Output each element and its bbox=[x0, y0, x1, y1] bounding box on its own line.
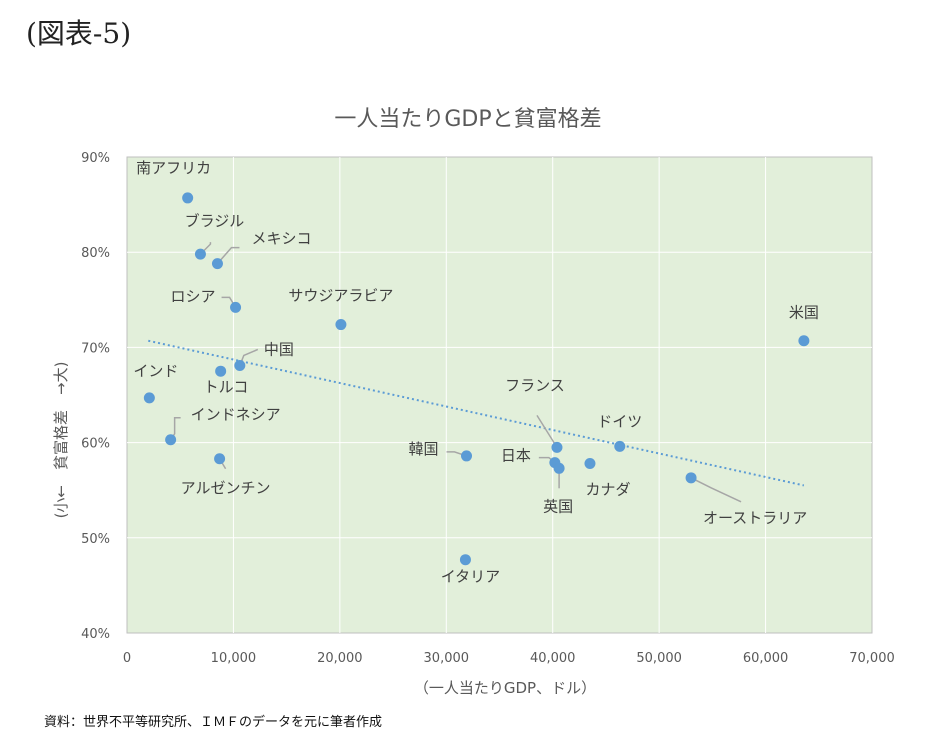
data-point bbox=[614, 440, 626, 452]
data-point bbox=[685, 472, 697, 484]
data-point bbox=[335, 319, 347, 331]
chart-title: 一人当たりGDPと貧富格差 bbox=[334, 107, 601, 132]
x-tick-label: 30,000 bbox=[424, 651, 470, 666]
y-tick-label: 80% bbox=[81, 246, 110, 261]
leader-line bbox=[216, 246, 240, 265]
data-label: 南アフリカ bbox=[136, 159, 211, 177]
data-point bbox=[143, 392, 155, 404]
data-label: カナダ bbox=[585, 481, 630, 499]
data-label: 日本 bbox=[501, 447, 531, 465]
data-label: 韓国 bbox=[408, 440, 438, 458]
y-tick-label: 70% bbox=[81, 341, 110, 356]
leader-line bbox=[690, 477, 742, 503]
data-label: サウジアラビア bbox=[288, 287, 393, 305]
x-tick-label: 50,000 bbox=[636, 651, 682, 666]
data-label: ブラジル bbox=[185, 212, 245, 230]
x-tick-label: 60,000 bbox=[743, 651, 789, 666]
data-point bbox=[234, 359, 246, 371]
data-point bbox=[553, 462, 565, 474]
x-tick-label: 10,000 bbox=[211, 651, 257, 666]
data-point bbox=[230, 301, 242, 313]
data-point bbox=[461, 450, 473, 462]
x-axis-label: （一人当たりGDP、ドル） bbox=[414, 679, 596, 697]
data-label: トルコ bbox=[204, 378, 249, 396]
data-label: フランス bbox=[505, 376, 565, 394]
data-point bbox=[798, 335, 810, 347]
data-label: インドネシア bbox=[191, 406, 281, 424]
y-tick-label: 50% bbox=[81, 532, 110, 547]
data-label: インド bbox=[133, 362, 178, 380]
data-label: ドイツ bbox=[597, 412, 642, 430]
x-tick-label: 40,000 bbox=[530, 651, 576, 666]
data-point bbox=[182, 192, 194, 204]
data-label: ロシア bbox=[171, 287, 216, 305]
trendline bbox=[148, 339, 805, 487]
y-tick-label: 40% bbox=[81, 627, 110, 642]
leader-line bbox=[536, 414, 558, 448]
data-label: 中国 bbox=[264, 340, 294, 358]
data-label: オーストラリア bbox=[703, 509, 807, 527]
data-point bbox=[214, 453, 226, 465]
y-axis-label: (小← 貧富格差 →大) bbox=[52, 362, 70, 519]
data-label: 米国 bbox=[789, 304, 819, 322]
data-label: 英国 bbox=[543, 497, 573, 515]
data-point bbox=[215, 365, 227, 377]
source-note: 資料：世界不平等研究所、ＩＭＦのデータを元に筆者作成 bbox=[44, 715, 383, 730]
figure-label: (図表-5) bbox=[26, 17, 132, 50]
plot-area bbox=[126, 156, 873, 634]
data-point bbox=[584, 458, 596, 470]
data-label: メキシコ bbox=[251, 230, 311, 248]
data-point bbox=[194, 248, 206, 260]
x-tick-label: 20,000 bbox=[317, 651, 363, 666]
y-tick-label: 90% bbox=[81, 151, 110, 166]
data-label: アルゼンチン bbox=[181, 479, 271, 497]
y-tick-label: 60% bbox=[81, 437, 110, 452]
data-label: イタリア bbox=[441, 568, 500, 586]
data-point bbox=[211, 258, 223, 270]
x-tick-label: 70,000 bbox=[849, 651, 895, 666]
data-point bbox=[459, 554, 471, 566]
data-point bbox=[165, 434, 177, 446]
data-point bbox=[551, 441, 563, 453]
x-tick-label: 0 bbox=[123, 651, 131, 666]
